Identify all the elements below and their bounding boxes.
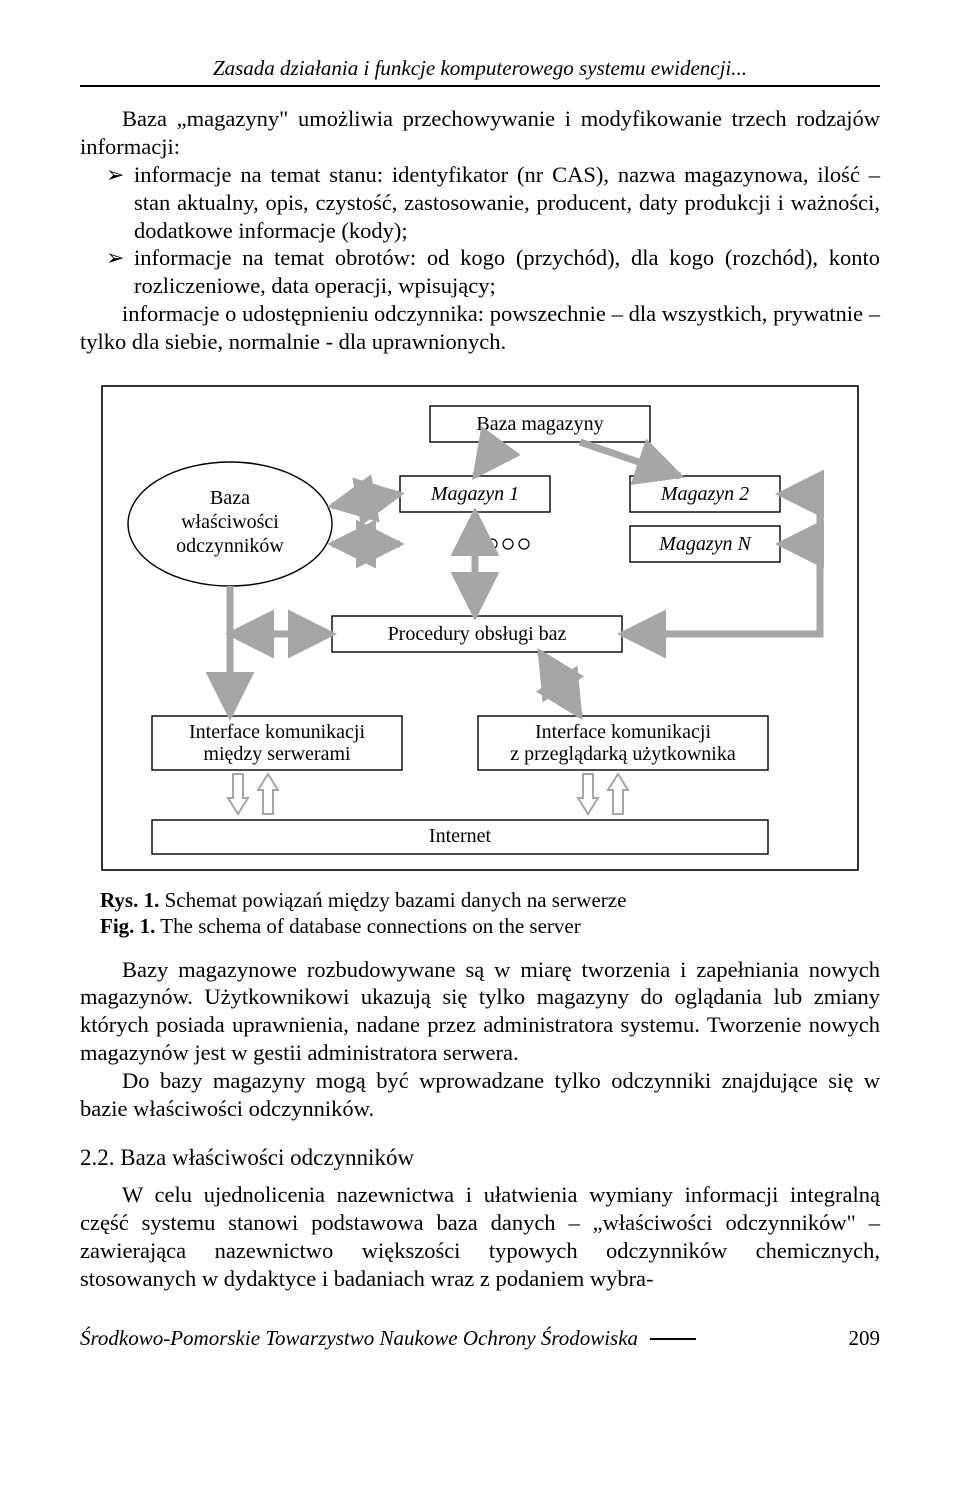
label-mag1: Magazyn 1 [430,483,519,505]
label-baza-magazyny: Baza magazyny [476,413,603,435]
paragraph-intro: Baza „magazyny" umożliwia przechowywanie… [80,105,880,161]
caption-rys-bold: Rys. 1. [100,888,159,912]
caption-fig-bold: Fig. 1. [100,914,155,938]
footer-page-number: 209 [849,1326,881,1351]
label-magN: Magazyn N [658,533,752,555]
label-procedury: Procedury obsługi baz [388,623,567,645]
label-iface-right-1: Interface komunikacji [535,721,711,743]
paragraph-3: Bazy magazynowe rozbudowywane są w miarę… [80,956,880,1068]
bullet-list: informacje na temat stanu: identyfikator… [80,161,880,300]
list-item: informacje na temat stanu: identyfikator… [106,161,880,245]
list-item: informacje na temat obrotów: od kogo (pr… [106,244,880,300]
paragraph-access: informacje o udostępnieniu odczynnika: p… [80,300,880,356]
label-mag2: Magazyn 2 [660,483,749,505]
label-internet: Internet [429,825,492,847]
page-footer: Środkowo-Pomorskie Towarzystwo Naukowe O… [80,1326,880,1351]
caption-rys-text: Schemat powiązań między bazami danych na… [159,888,626,912]
footer-text: Środkowo-Pomorskie Towarzystwo Naukowe O… [80,1326,638,1351]
paragraph-4: Do bazy magazyny mogą być wprowadzane ty… [80,1067,880,1123]
figure-1: Baza magazyny Baza właściwości odczynnik… [100,384,860,940]
running-head-rule [80,85,880,87]
label-ellipse-3: odczynników [176,535,284,557]
page: Zasada działania i funkcje komputerowego… [0,0,960,1391]
diagram-svg: Baza magazyny Baza właściwości odczynnik… [100,384,860,872]
figure-caption: Rys. 1. Schemat powiązań między bazami d… [100,887,860,940]
running-head: Zasada działania i funkcje komputerowego… [80,56,880,81]
subheading-2-2: 2.2. Baza właściwości odczynników [80,1145,880,1171]
label-iface-left-1: Interface komunikacji [189,721,365,743]
label-iface-left-2: między serwerami [203,743,351,765]
paragraph-5: W celu ujednolicenia nazewnictwa i ułatw… [80,1181,880,1293]
caption-fig-text: The schema of database connections on th… [155,914,580,938]
label-iface-right-2: z przeglądarką użytkownika [510,743,736,765]
footer-rule [650,1338,696,1340]
label-ellipse-1: Baza [210,487,250,509]
label-ellipse-2: właściwości [181,511,279,533]
